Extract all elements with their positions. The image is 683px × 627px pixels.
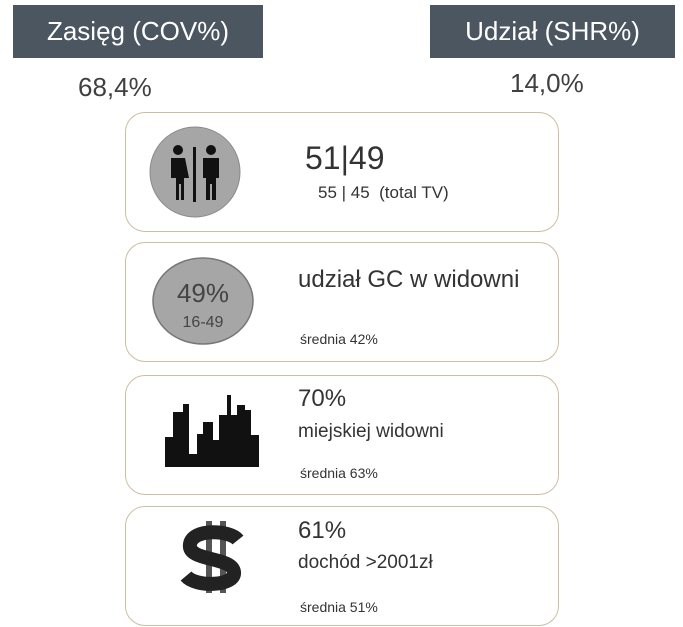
card-main: udział GC w widowni [298, 266, 519, 294]
dollar-icon [186, 521, 238, 593]
card-main: 70% [298, 385, 346, 413]
badge-sub: 16-49 [153, 314, 253, 332]
card-note: średnia 63% [300, 465, 378, 481]
city-icon [165, 395, 259, 467]
card-sub: miejskiej widowni [298, 421, 444, 443]
card-note: średnia 51% [300, 599, 378, 615]
badge-value: 49% [153, 278, 253, 309]
gender-ratio: 51|49 [305, 140, 385, 177]
page: Zasięg (COV%) Udział (SHR%) 68,4% 14,0% … [0, 0, 683, 627]
gender-ratio-tv: 55 | 45 (total TV) [318, 183, 449, 203]
card-main: 61% [298, 517, 346, 545]
card-sub: dochód >2001zł [298, 552, 433, 574]
card-note: średnia 42% [300, 331, 378, 347]
